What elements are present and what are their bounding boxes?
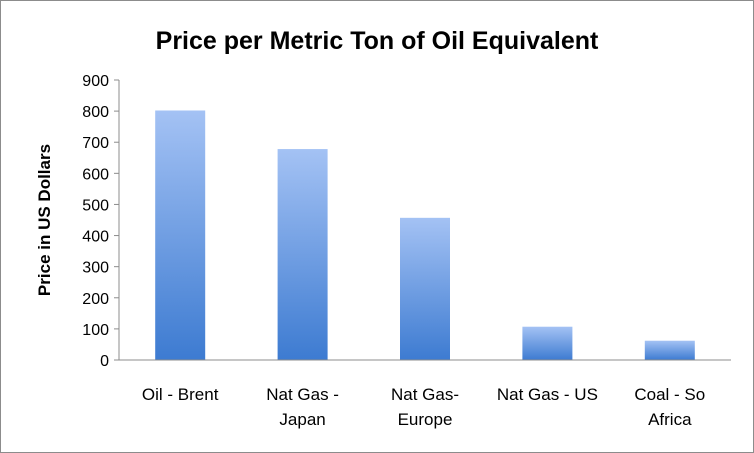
bars <box>155 110 695 360</box>
y-tick-label: 600 <box>82 166 109 183</box>
x-category-label: Nat Gas - Japan <box>266 385 339 429</box>
bar <box>644 340 695 360</box>
y-axis-ticks: 0 100 200 300 400 500 600 700 800 900 <box>82 73 119 370</box>
y-axis-label: Price in US Dollars <box>35 144 54 296</box>
y-tick-label: 700 <box>82 135 109 152</box>
y-tick-label: 0 <box>100 353 109 370</box>
bar <box>277 149 328 360</box>
y-tick-label: 400 <box>82 229 109 246</box>
x-category-label-line: Nat Gas - <box>266 385 339 404</box>
x-category-label-line: Oil - Brent <box>142 385 219 404</box>
y-tick-label: 300 <box>82 260 109 277</box>
bar <box>522 326 573 360</box>
bar <box>400 217 450 360</box>
x-category-label-line: Coal - So <box>634 385 705 404</box>
x-category-label: Coal - So Africa <box>634 385 705 429</box>
x-category-label: Oil - Brent <box>142 385 219 404</box>
x-category-label: Nat Gas- Europe <box>391 385 459 429</box>
x-category-label-line: Nat Gas - US <box>497 385 598 404</box>
y-tick-label: 500 <box>82 197 109 214</box>
x-category-label-line: Africa <box>648 410 692 429</box>
x-category-label-line: Japan <box>279 410 325 429</box>
y-tick-label: 100 <box>82 322 109 339</box>
x-category-label-line: Europe <box>398 410 453 429</box>
y-tick-label: 800 <box>82 104 109 121</box>
x-category-label-line: Nat Gas- <box>391 385 459 404</box>
y-tick-label: 200 <box>82 291 109 308</box>
y-tick-label: 900 <box>82 73 109 90</box>
bar <box>155 110 206 360</box>
x-category-label: Nat Gas - US <box>497 385 598 404</box>
chart-title: Price per Metric Ton of Oil Equivalent <box>156 27 599 55</box>
